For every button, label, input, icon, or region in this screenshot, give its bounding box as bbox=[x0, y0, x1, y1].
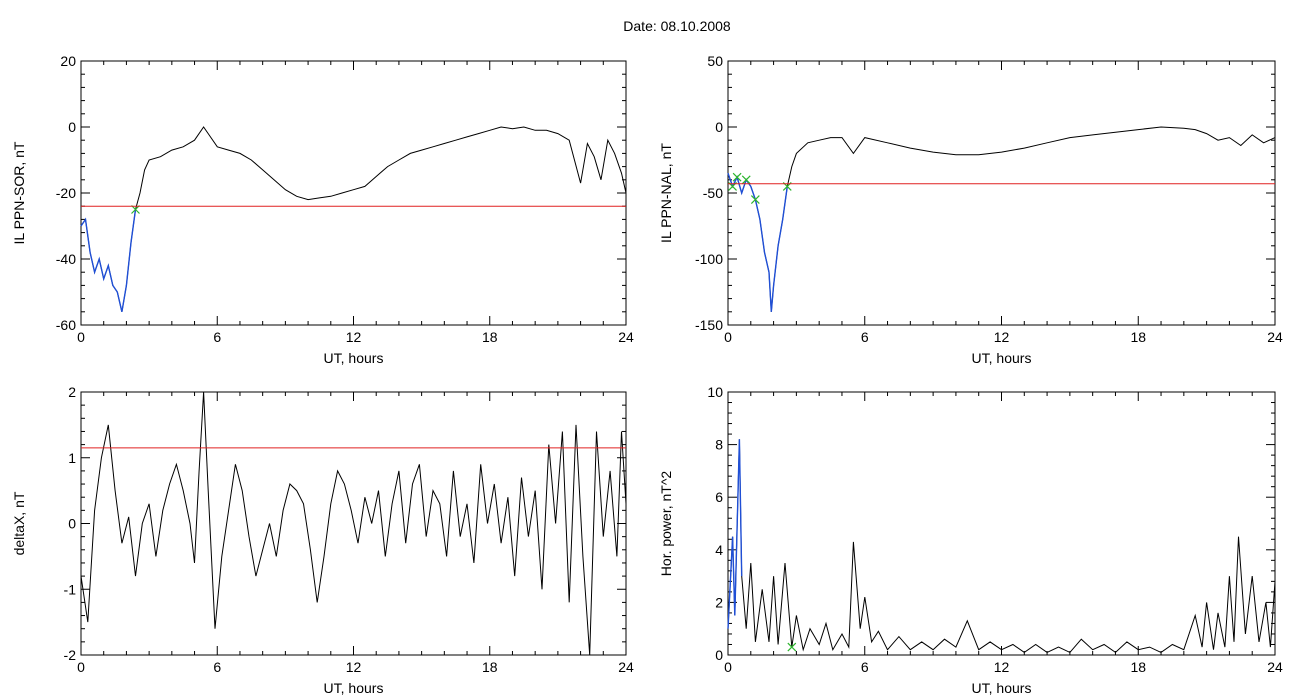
point-marker bbox=[131, 205, 140, 214]
x-tick-label: 24 bbox=[1267, 329, 1283, 345]
point-marker bbox=[750, 195, 760, 205]
date-label: Date: bbox=[623, 18, 657, 34]
x-tick-label: 24 bbox=[618, 329, 634, 345]
x-tick-label: 12 bbox=[346, 329, 362, 345]
x-tick-label: 0 bbox=[77, 329, 85, 345]
x-tick-label: 18 bbox=[1130, 659, 1146, 675]
series-line bbox=[727, 126, 1276, 312]
y-tick-label: -50 bbox=[703, 185, 723, 201]
series-highlight bbox=[80, 209, 137, 312]
x-tick-label: 12 bbox=[346, 659, 362, 675]
x-tick-label: 18 bbox=[482, 659, 498, 675]
y-axis-label: IL PPN-SOR, nT bbox=[11, 141, 27, 244]
point-marker bbox=[787, 642, 797, 652]
panel-2: 0 6 12 18 24 -150 -100 -50 0 50 UT, hours IL PPN-NA… bbox=[658, 53, 1283, 366]
x-tick-label: 24 bbox=[1267, 659, 1283, 675]
point-marker bbox=[741, 175, 751, 185]
x-axis-label: UT, hours bbox=[972, 680, 1032, 696]
x-tick-label: 0 bbox=[724, 329, 732, 345]
y-tick-label: 2 bbox=[68, 384, 76, 400]
y-tick-label: 1 bbox=[68, 450, 76, 466]
x-tick-label: 6 bbox=[213, 329, 221, 345]
x-axis-label: UT, hours bbox=[324, 350, 384, 366]
x-tick-label: 12 bbox=[994, 659, 1010, 675]
x-axis-label: UT, hours bbox=[972, 350, 1032, 366]
x-tick-label: 18 bbox=[482, 329, 498, 345]
y-tick-label: 4 bbox=[715, 542, 723, 558]
x-axis-label: UT, hours bbox=[324, 680, 384, 696]
panel-1: 0 6 12 18 24 -60 -40 -20 0 20 UT, hours IL PPN-SOR,… bbox=[11, 53, 634, 366]
series-line bbox=[727, 439, 1276, 654]
point-marker bbox=[732, 172, 742, 182]
y-tick-label: -100 bbox=[695, 251, 723, 267]
x-tick-label: 24 bbox=[618, 659, 634, 675]
y-tick-label: 2 bbox=[715, 594, 723, 610]
series-highlight bbox=[727, 439, 743, 629]
y-tick-label: 10 bbox=[707, 384, 723, 400]
y-tick-label: 0 bbox=[715, 647, 723, 663]
x-tick-label: 0 bbox=[724, 659, 732, 675]
plot-frame bbox=[727, 391, 1276, 656]
y-tick-label: -20 bbox=[56, 185, 76, 201]
y-tick-label: 0 bbox=[68, 119, 76, 135]
y-tick-label: 6 bbox=[715, 489, 723, 505]
y-axis-label: deltaX, nT bbox=[11, 491, 27, 555]
series-line bbox=[80, 126, 627, 312]
y-tick-label: -60 bbox=[56, 317, 76, 333]
date-value: 08.10.2008 bbox=[660, 18, 731, 34]
series-line bbox=[80, 391, 627, 656]
x-tick-label: 18 bbox=[1130, 329, 1146, 345]
y-tick-label: -1 bbox=[64, 581, 77, 597]
y-tick-label: 0 bbox=[68, 516, 76, 532]
y-axis-label: IL PPN-NAL, nT bbox=[658, 143, 674, 243]
y-tick-label: -40 bbox=[56, 251, 76, 267]
x-tick-label: 6 bbox=[861, 329, 869, 345]
y-tick-label: -150 bbox=[695, 317, 723, 333]
x-tick-label: 12 bbox=[994, 329, 1010, 345]
plot-frame bbox=[80, 60, 627, 326]
y-tick-label: 20 bbox=[60, 53, 76, 69]
x-tick-label: 6 bbox=[213, 659, 221, 675]
x-tick-label: 0 bbox=[77, 659, 85, 675]
y-tick-label: -2 bbox=[64, 647, 77, 663]
y-tick-label: 0 bbox=[715, 119, 723, 135]
series-highlight bbox=[727, 172, 788, 312]
y-axis-label: Hor. power, nT^2 bbox=[658, 471, 674, 577]
plot-frame bbox=[727, 60, 1276, 326]
y-tick-label: 50 bbox=[707, 53, 723, 69]
x-tick-label: 6 bbox=[861, 659, 869, 675]
y-tick-label: 8 bbox=[715, 437, 723, 453]
figure-title: Date: 08.10.2008 bbox=[0, 18, 1300, 34]
